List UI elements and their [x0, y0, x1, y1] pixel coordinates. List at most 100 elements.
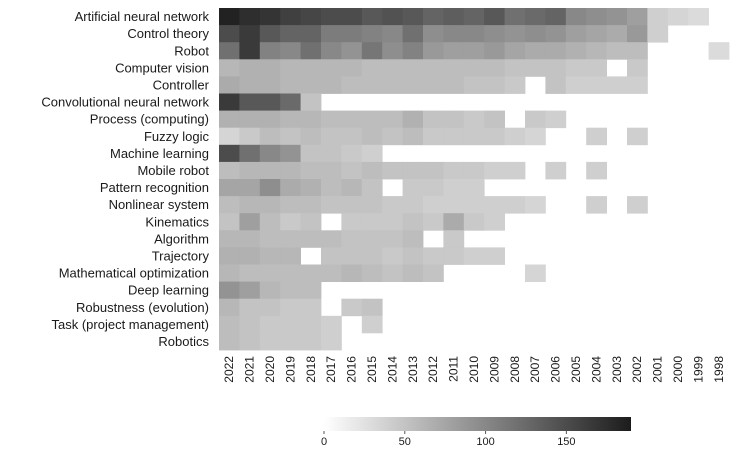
heatmap-cell-computer-vision-2009	[484, 59, 505, 77]
heatmap-cell-computer-vision-2011	[443, 59, 465, 77]
heatmap-cell-computer-vision-2005	[565, 59, 587, 77]
heatmap-cell-convolutional-neural-network-2021	[239, 93, 261, 111]
row-label-pattern-recognition: Pattern recognition	[100, 180, 209, 195]
row-label-mobile-robot: Mobile robot	[137, 163, 209, 178]
heatmap-cell-machine-learning-2019	[280, 144, 301, 163]
heatmap-cell-mathematical-optimization-2007	[525, 264, 546, 282]
heatmap-cell-mathematical-optimization-2013	[402, 264, 424, 282]
heatmap-cell-convolutional-neural-network-2019	[280, 93, 301, 111]
heatmap-cell-computer-vision-2007	[525, 59, 546, 77]
heatmap-cell-artificial-neural-network-2012	[423, 8, 444, 26]
column-label-2015: 2015	[365, 356, 379, 383]
heatmap-cell-trajectory-2020	[259, 247, 281, 265]
heatmap-cell-robot-2017	[321, 42, 342, 60]
heatmap-cell-nonlinear-system-2015	[361, 196, 383, 214]
heatmap-cell-mobile-robot-2018	[300, 161, 322, 180]
column-label-2011: 2011	[447, 356, 461, 382]
colorbar: 0 50 100 150	[321, 417, 631, 448]
heatmap-cell-nonlinear-system-2010	[463, 196, 485, 214]
heatmap-cell-trajectory-2013	[402, 247, 424, 265]
heatmap-cell-nonlinear-system-2011	[443, 196, 465, 214]
colorbar-tick-label-0: 0	[321, 436, 327, 448]
heatmap-cell-deep-learning-2020	[259, 281, 281, 300]
heatmap-cell-trajectory-2016	[341, 247, 363, 265]
heatmap-cell-mobile-robot-2014	[382, 161, 403, 180]
column-label-2003: 2003	[610, 356, 624, 383]
row-labels: Artificial neural network Control theory R…	[41, 9, 209, 349]
heatmap-cell-process-computing-2018	[300, 110, 322, 129]
row-label-computer-vision: Computer vision	[115, 60, 209, 75]
column-labels: 2022 2021 2020 2019 2018 2017 2016 2015 2014 2013…	[222, 356, 726, 383]
row-label-robotics: Robotics	[158, 334, 209, 349]
column-label-2004: 2004	[589, 356, 603, 383]
heatmap-cell-control-theory-2003	[606, 25, 628, 43]
heatmap-cell-pattern-recognition-2016	[341, 179, 363, 197]
heatmap-cell-controller-2005	[565, 76, 587, 94]
heatmap-cell-nonlinear-system-2016	[341, 196, 363, 214]
heatmap-cell-robustness-evolution-2018	[300, 298, 322, 317]
heatmap-cell-fuzzy-logic-2018	[300, 127, 322, 146]
heatmap-cell-fuzzy-logic-2014	[382, 127, 403, 146]
heatmap-cell-mobile-robot-2010	[463, 161, 485, 180]
heatmap-cell-robotics-2019	[280, 332, 301, 351]
heatmap-cell-artificial-neural-network-2016	[341, 8, 363, 26]
heatmap-cell-controller-2013	[402, 76, 424, 94]
heatmap-cell-fuzzy-logic-2009	[484, 127, 505, 146]
heatmap-cell-fuzzy-logic-2004	[586, 127, 607, 146]
heatmap-cell-nonlinear-system-2012	[423, 196, 444, 214]
row-label-control-theory: Control theory	[127, 26, 209, 41]
heatmap-cell-artificial-neural-network-2004	[586, 8, 607, 26]
heatmap-cell-control-theory-2016	[341, 25, 363, 43]
heatmap-cell-mathematical-optimization-2019	[280, 264, 301, 282]
column-label-2018: 2018	[304, 356, 318, 383]
heatmap-cell-robot-2014	[382, 42, 403, 60]
heatmap-cell-control-theory-2010	[463, 25, 485, 43]
heatmap-cell-mobile-robot-2009	[484, 161, 505, 180]
heatmap-cell-fuzzy-logic-2020	[259, 127, 281, 146]
heatmap-cell-mobile-robot-2008	[504, 161, 526, 180]
heatmap-cell-artificial-neural-network-2002	[627, 8, 648, 26]
heatmap-cell-control-theory-2015	[361, 25, 383, 43]
heatmap-cell-mathematical-optimization-2017	[321, 264, 342, 282]
heatmap-cell-robotics-2022	[219, 332, 240, 351]
heatmap-cell-pattern-recognition-2018	[300, 179, 322, 197]
row-label-nonlinear-system: Nonlinear system	[109, 197, 209, 212]
heatmap-cell-computer-vision-2018	[300, 59, 322, 77]
column-label-2006: 2006	[549, 356, 563, 383]
heatmap-cell-mobile-robot-2012	[423, 161, 444, 180]
heatmap-cell-fuzzy-logic-2013	[402, 127, 424, 146]
heatmap-cell-machine-learning-2021	[239, 144, 261, 163]
heatmap-cell-process-computing-2011	[443, 110, 465, 129]
heatmap-cell-fuzzy-logic-2008	[504, 127, 526, 146]
heatmap-cell-artificial-neural-network-2018	[300, 8, 322, 26]
heatmap-cell-control-theory-2005	[565, 25, 587, 43]
column-label-2008: 2008	[508, 356, 522, 383]
heatmap-cell-control-theory-2002	[627, 25, 648, 43]
heatmap-cell-robustness-evolution-2016	[341, 298, 363, 317]
heatmap-cell-robot-2012	[423, 42, 444, 60]
heatmap-cell-task-project-management-2021	[239, 315, 261, 334]
heatmap-cell-fuzzy-logic-2021	[239, 127, 261, 146]
heatmap-cell-pattern-recognition-2015	[361, 179, 383, 197]
row-label-convolutional-neural-network: Convolutional neural network	[41, 95, 209, 110]
heatmap-cell-artificial-neural-network-2011	[443, 8, 465, 26]
heatmap-cell-fuzzy-logic-2022	[219, 127, 240, 146]
heatmap-cell-artificial-neural-network-1999	[688, 8, 709, 26]
heatmap-cell-computer-vision-2004	[586, 59, 607, 77]
heatmap-cell-artificial-neural-network-2005	[565, 8, 587, 26]
heatmap-cell-fuzzy-logic-2019	[280, 127, 301, 146]
heatmap-cell-controller-2006	[545, 76, 567, 94]
heatmap-cell-trajectory-2011	[443, 247, 465, 265]
heatmap-cell-kinematics-2012	[423, 213, 444, 231]
row-label-deep-learning: Deep learning	[128, 283, 209, 298]
heatmap-cell-robot-2018	[300, 42, 322, 60]
heatmap-cell-robot-2016	[341, 42, 363, 60]
heatmap-cell-controller-2016	[341, 76, 363, 94]
heatmap-cell-artificial-neural-network-2015	[361, 8, 383, 26]
heatmap-cell-fuzzy-logic-2016	[341, 127, 363, 146]
heatmap-cell-computer-vision-2010	[463, 59, 485, 77]
heatmap-cell-pattern-recognition-2011	[443, 179, 465, 197]
heatmap-cell-mobile-robot-2017	[321, 161, 342, 180]
heatmap-cell-algorithm-2019	[280, 230, 301, 248]
